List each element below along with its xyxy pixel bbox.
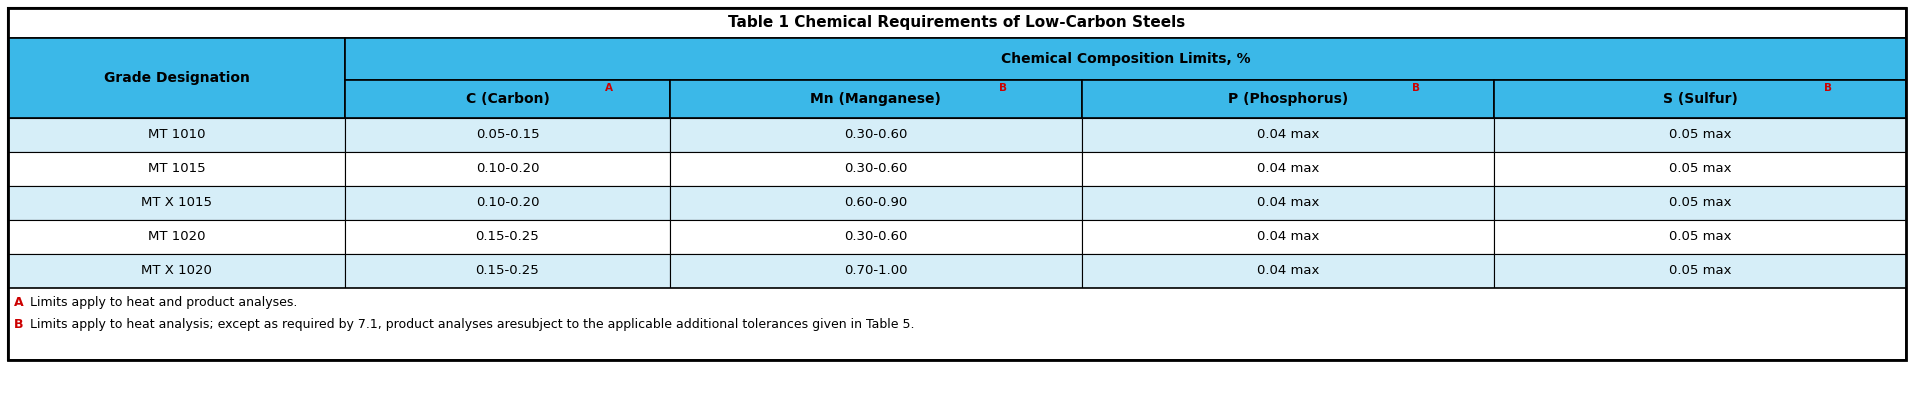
- Bar: [8, 152, 345, 186]
- Bar: [670, 152, 1081, 186]
- Text: Limits apply to heat and product analyses.: Limits apply to heat and product analyse…: [27, 296, 297, 309]
- Bar: [8, 220, 345, 254]
- Bar: [670, 186, 1081, 220]
- Text: Chemical Composition Limits, %: Chemical Composition Limits, %: [1001, 52, 1250, 66]
- Bar: [345, 220, 670, 254]
- Text: 0.05-0.15: 0.05-0.15: [477, 129, 540, 141]
- Text: 0.05 max: 0.05 max: [1669, 230, 1732, 243]
- Bar: [1495, 80, 1906, 118]
- Bar: [8, 254, 345, 288]
- Bar: [345, 38, 1906, 80]
- Text: 0.10-0.20: 0.10-0.20: [477, 163, 540, 176]
- Bar: [345, 152, 670, 186]
- Text: 0.05 max: 0.05 max: [1669, 163, 1732, 176]
- Text: S (Sulfur): S (Sulfur): [1663, 92, 1738, 106]
- Text: 0.30-0.60: 0.30-0.60: [844, 230, 907, 243]
- Bar: [670, 254, 1081, 288]
- Text: 0.05 max: 0.05 max: [1669, 129, 1732, 141]
- Text: 0.04 max: 0.04 max: [1257, 230, 1319, 243]
- Bar: [345, 118, 670, 152]
- Text: MT 1015: MT 1015: [147, 163, 205, 176]
- Text: 0.70-1.00: 0.70-1.00: [844, 265, 907, 277]
- Bar: [8, 8, 1906, 360]
- Bar: [1495, 220, 1906, 254]
- Text: MT 1010: MT 1010: [147, 129, 205, 141]
- Bar: [1081, 186, 1495, 220]
- Text: 0.04 max: 0.04 max: [1257, 163, 1319, 176]
- Bar: [670, 220, 1081, 254]
- Text: 0.05 max: 0.05 max: [1669, 196, 1732, 210]
- Text: B: B: [13, 318, 23, 331]
- Text: MT 1020: MT 1020: [147, 230, 205, 243]
- Bar: [670, 118, 1081, 152]
- Text: 0.04 max: 0.04 max: [1257, 129, 1319, 141]
- Bar: [345, 80, 670, 118]
- Text: 0.04 max: 0.04 max: [1257, 265, 1319, 277]
- Text: MT X 1020: MT X 1020: [142, 265, 212, 277]
- Bar: [670, 80, 1081, 118]
- Bar: [1081, 118, 1495, 152]
- Text: Limits apply to heat analysis; except as required by 7.1, product analyses aresu: Limits apply to heat analysis; except as…: [27, 318, 915, 331]
- Bar: [1495, 254, 1906, 288]
- Bar: [345, 254, 670, 288]
- Text: B: B: [999, 83, 1007, 93]
- Text: A: A: [605, 83, 612, 93]
- Text: B: B: [1824, 83, 1832, 93]
- Text: 0.15-0.25: 0.15-0.25: [475, 265, 540, 277]
- Bar: [1081, 220, 1495, 254]
- Bar: [8, 8, 1906, 38]
- Bar: [8, 8, 1906, 360]
- Bar: [1495, 118, 1906, 152]
- Bar: [345, 186, 670, 220]
- Bar: [1081, 254, 1495, 288]
- Text: 0.05 max: 0.05 max: [1669, 265, 1732, 277]
- Bar: [1081, 80, 1495, 118]
- Text: P (Phosphorus): P (Phosphorus): [1227, 92, 1347, 106]
- Text: B: B: [1411, 83, 1420, 93]
- Bar: [1081, 152, 1495, 186]
- Text: Table 1 Chemical Requirements of Low-Carbon Steels: Table 1 Chemical Requirements of Low-Car…: [729, 15, 1185, 30]
- Text: Grade Designation: Grade Designation: [103, 71, 249, 85]
- Text: 0.30-0.60: 0.30-0.60: [844, 163, 907, 176]
- Bar: [8, 186, 345, 220]
- Bar: [8, 118, 345, 152]
- Text: 0.30-0.60: 0.30-0.60: [844, 129, 907, 141]
- Text: MT X 1015: MT X 1015: [142, 196, 212, 210]
- Bar: [8, 288, 1906, 360]
- Text: Mn (Manganese): Mn (Manganese): [810, 92, 942, 106]
- Text: A: A: [13, 296, 23, 309]
- Text: 0.04 max: 0.04 max: [1257, 196, 1319, 210]
- Text: 0.15-0.25: 0.15-0.25: [475, 230, 540, 243]
- Text: C (Carbon): C (Carbon): [465, 92, 549, 106]
- Text: 0.60-0.90: 0.60-0.90: [844, 196, 907, 210]
- Text: 0.10-0.20: 0.10-0.20: [477, 196, 540, 210]
- Bar: [1495, 152, 1906, 186]
- Bar: [1495, 186, 1906, 220]
- Bar: [8, 38, 345, 118]
